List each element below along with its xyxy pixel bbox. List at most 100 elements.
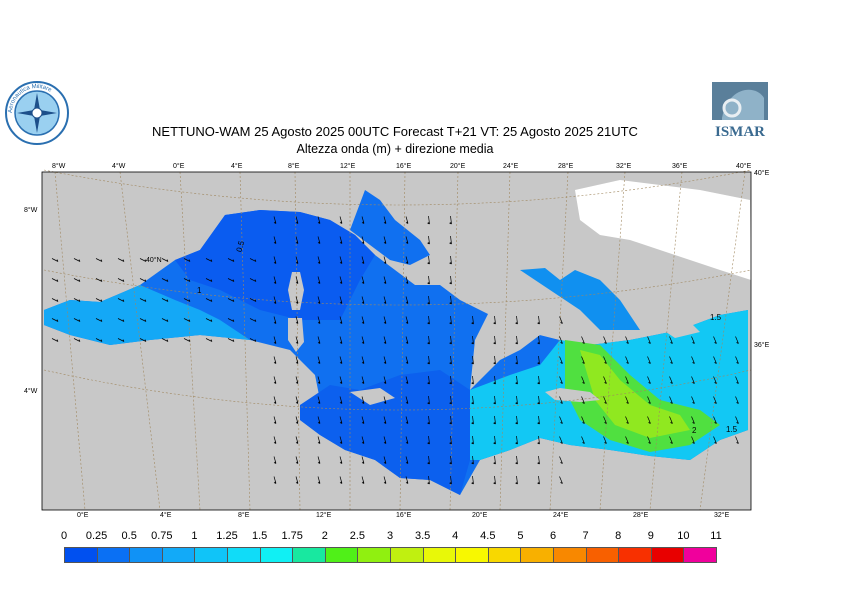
direction-arrow <box>713 376 717 384</box>
direction-arrow <box>581 396 585 404</box>
legend-color-swatch <box>129 547 163 563</box>
direction-arrow <box>383 436 387 444</box>
direction-arrow <box>449 475 452 485</box>
direction-arrow <box>691 396 695 404</box>
direction-arrow <box>317 316 321 324</box>
direction-arrow <box>361 356 365 364</box>
direction-arrow <box>361 296 365 304</box>
top-tick: 32°E <box>616 162 632 170</box>
sardinia-island <box>288 318 304 352</box>
direction-arrow <box>493 315 496 325</box>
left-tick: 4°W <box>24 387 38 395</box>
legend-color-swatch <box>292 547 326 563</box>
direction-arrow <box>669 416 673 424</box>
direction-arrow <box>691 336 695 344</box>
direction-arrow <box>273 416 277 424</box>
direction-arrow <box>449 335 452 345</box>
direction-arrow <box>537 435 540 445</box>
direction-arrow <box>471 315 474 325</box>
direction-arrow <box>383 316 387 324</box>
direction-arrow <box>249 338 257 342</box>
top-tick: 28°E <box>558 162 574 170</box>
direction-arrow <box>405 316 409 324</box>
direction-arrow <box>361 236 365 244</box>
direction-arrow <box>339 236 343 244</box>
direction-arrow <box>317 436 321 444</box>
direction-arrow <box>339 396 343 404</box>
bottom-tick: 4°E <box>160 511 172 519</box>
direction-arrow <box>603 416 607 424</box>
direction-arrow <box>449 295 452 305</box>
legend-label: 1.5 <box>251 530 268 542</box>
direction-arrow <box>383 276 387 284</box>
direction-arrow <box>405 336 409 344</box>
direction-arrow <box>361 276 365 284</box>
direction-arrow <box>471 475 474 485</box>
direction-arrow <box>339 456 343 464</box>
direction-arrow <box>405 276 409 284</box>
top-tick: 16°E <box>396 162 412 170</box>
contour-label: 1.5 <box>710 313 722 322</box>
direction-arrow <box>205 338 213 342</box>
direction-arrow <box>647 416 651 424</box>
direction-arrow <box>273 476 277 484</box>
legend-label: 1 <box>191 530 198 542</box>
bottom-tick: 24°E <box>553 511 569 519</box>
direction-arrow <box>161 278 169 282</box>
direction-arrow <box>493 415 496 425</box>
direction-arrow <box>559 476 563 484</box>
direction-arrow <box>339 316 343 324</box>
direction-arrow <box>537 315 540 325</box>
direction-arrow <box>273 236 277 244</box>
direction-arrow <box>427 375 430 385</box>
direction-arrow <box>139 258 147 262</box>
direction-arrow <box>361 376 365 384</box>
direction-arrow <box>227 338 235 342</box>
direction-arrow <box>295 356 299 364</box>
direction-arrow <box>493 435 496 445</box>
direction-arrow <box>73 318 81 322</box>
direction-arrow <box>537 475 540 485</box>
legend-color-swatch <box>357 547 391 563</box>
direction-arrow <box>537 375 540 385</box>
direction-arrow <box>735 416 739 424</box>
direction-arrow <box>735 376 739 384</box>
top-tick: 0°E <box>173 162 185 170</box>
legend-color-swatch <box>487 547 522 563</box>
legend-label: 2 <box>321 530 328 542</box>
direction-arrow <box>449 275 452 285</box>
legend-color-swatch <box>650 547 685 563</box>
direction-arrow <box>537 355 540 365</box>
sicily-island <box>350 388 395 405</box>
legend-label: 3.5 <box>414 530 431 542</box>
bottom-tick: 12°E <box>316 511 332 519</box>
legend-color-swatch <box>455 547 489 563</box>
direction-arrow <box>205 258 213 262</box>
direction-arrow <box>669 396 673 404</box>
direction-arrow <box>735 356 739 364</box>
legend-color-swatch <box>259 547 294 563</box>
direction-arrow <box>95 258 103 262</box>
direction-arrow <box>537 395 540 405</box>
direction-arrow <box>317 336 321 344</box>
direction-arrow <box>317 396 321 404</box>
direction-arrow <box>139 318 147 322</box>
direction-arrow <box>273 276 277 284</box>
top-tick: 12°E <box>340 162 356 170</box>
direction-arrow <box>581 376 585 384</box>
direction-arrow <box>295 316 299 324</box>
direction-arrow <box>625 336 629 344</box>
top-tick: 40°E <box>736 162 752 170</box>
bottom-tick: 8°E <box>238 511 250 519</box>
direction-arrow <box>471 455 474 465</box>
direction-arrow <box>273 456 277 464</box>
direction-arrow <box>273 436 277 444</box>
direction-arrow <box>405 296 409 304</box>
direction-arrow <box>625 376 629 384</box>
direction-arrow <box>581 436 585 444</box>
direction-arrow <box>405 216 409 224</box>
top-tick: 4°E <box>231 162 243 170</box>
direction-arrow <box>273 216 277 224</box>
direction-arrow <box>427 255 430 265</box>
direction-arrow <box>647 376 651 384</box>
